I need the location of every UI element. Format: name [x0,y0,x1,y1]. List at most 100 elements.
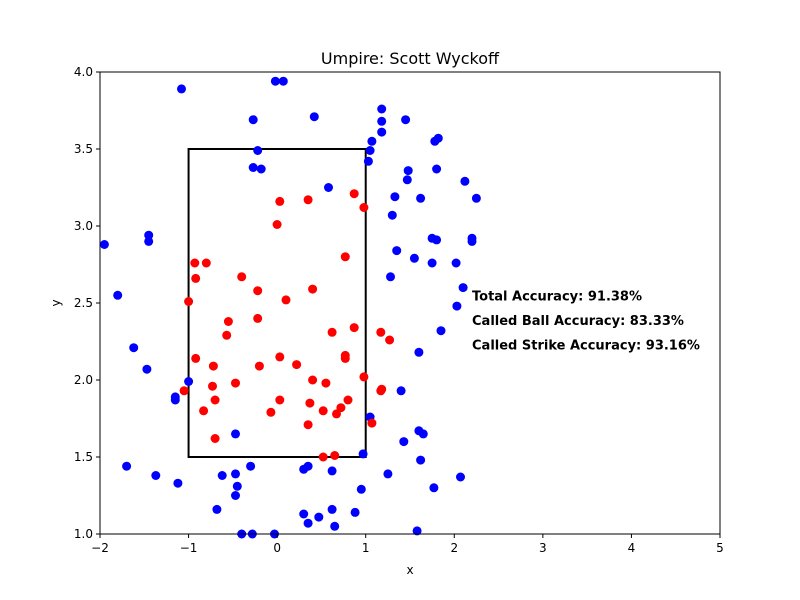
scatter-point [275,196,285,206]
x-tick-label: 5 [716,541,724,555]
scatter-point [253,286,263,296]
scatter-point [383,469,393,479]
x-tick-label: 2 [450,541,458,555]
scatter-point [340,353,350,363]
scatter-point [151,471,161,480]
scatter-point [253,146,263,155]
scatter-point [327,327,337,337]
scatter-point [231,429,240,439]
scatter-point [303,195,313,205]
scatter-point [418,429,428,439]
scatter-point [414,347,424,357]
y-tick-label: 2.5 [74,296,93,310]
x-tick-label: 4 [628,541,636,555]
y-axis-label: y [49,299,63,306]
scatter-point [458,283,468,293]
scatter-point [356,484,366,494]
scatter-point [231,469,240,479]
scatter-point [144,236,154,246]
y-axis: 1.0 1.5 2.0 2.5 3.0 3.5 4.0 [74,65,100,541]
scatter-point [99,240,109,249]
scatter-point [377,104,387,114]
scatter-point [456,472,465,482]
scatter-point [191,273,201,283]
scatter-point [359,203,369,212]
scatter-point [377,127,387,137]
scatter-point [324,183,333,192]
scatter-point [248,115,258,125]
scatter-point [412,526,422,536]
scatter-point [170,392,180,402]
scatter-point [343,395,353,405]
scatter-point [327,504,337,514]
scatter-point [201,258,211,268]
y-tick-label: 1.0 [74,527,93,541]
x-tick-label: 3 [539,541,547,555]
scatter-point [208,381,217,391]
scatter-point [305,398,315,408]
scatter-point [113,290,123,300]
scatter-point [275,395,285,405]
scatter-point [367,418,377,428]
scatter-point [416,455,426,465]
scatter-point [275,352,285,362]
scatter-point [184,377,194,386]
scatter-point [436,326,446,336]
annotations: Total Accuracy: 91.38% Called Ball Accura… [472,289,700,353]
scatter-point [223,317,233,326]
x-axis: −2 −1 0 1 2 3 4 5 [91,534,724,555]
scatter-point [416,193,426,203]
scatter-point [340,252,350,262]
scatter-point [451,258,461,268]
scatter-point [409,253,419,263]
scatter-point [292,360,302,370]
scatter-point [309,112,319,122]
scatter-point [396,386,406,396]
x-axis-label: x [406,563,413,577]
scatter-point [272,220,282,229]
scatter-point [349,189,359,199]
scatter-point [330,521,340,531]
scatter-point [122,461,132,471]
scatter-point [401,115,411,125]
scatter-point [392,246,402,256]
scatter-point [376,327,386,337]
scatter-point [314,512,324,522]
scatter-point [390,192,400,202]
y-tick-label: 2.0 [74,373,93,387]
scatter-point [403,166,413,176]
scatter-point [321,378,331,388]
scatter-point [184,297,194,306]
scatter-point [363,156,373,166]
scatter-point [308,375,318,385]
scatter-point [471,193,481,203]
scatter-point [254,361,264,371]
scatter-point [318,406,328,416]
scatter-point [190,258,200,268]
scatter-point [231,491,240,500]
scatter-point [467,236,477,246]
scatter-point [278,76,288,86]
scatter-point [336,403,346,413]
scatter-point [377,116,387,126]
scatter-point [452,301,462,311]
scatter-point [270,76,280,86]
scatter-point [377,384,387,394]
scatter-point [330,451,340,460]
scatter-point [232,481,242,491]
scatter-point [231,378,240,388]
scatter-point [327,466,337,476]
y-tick-label: 3.0 [74,219,93,233]
scatter-point [177,84,186,94]
scatter-point [299,464,309,474]
scatter-point [433,133,443,143]
scatter-point [199,406,209,416]
scatter-point [460,176,470,186]
scatter-point [217,471,227,480]
scatter-point [222,330,232,340]
scatter-point [350,507,360,517]
scatter-point [303,518,313,528]
scatter-point [253,313,263,323]
accuracy-annotation: Called Ball Accuracy: 83.33% [472,314,684,329]
scatter-point [237,272,247,282]
